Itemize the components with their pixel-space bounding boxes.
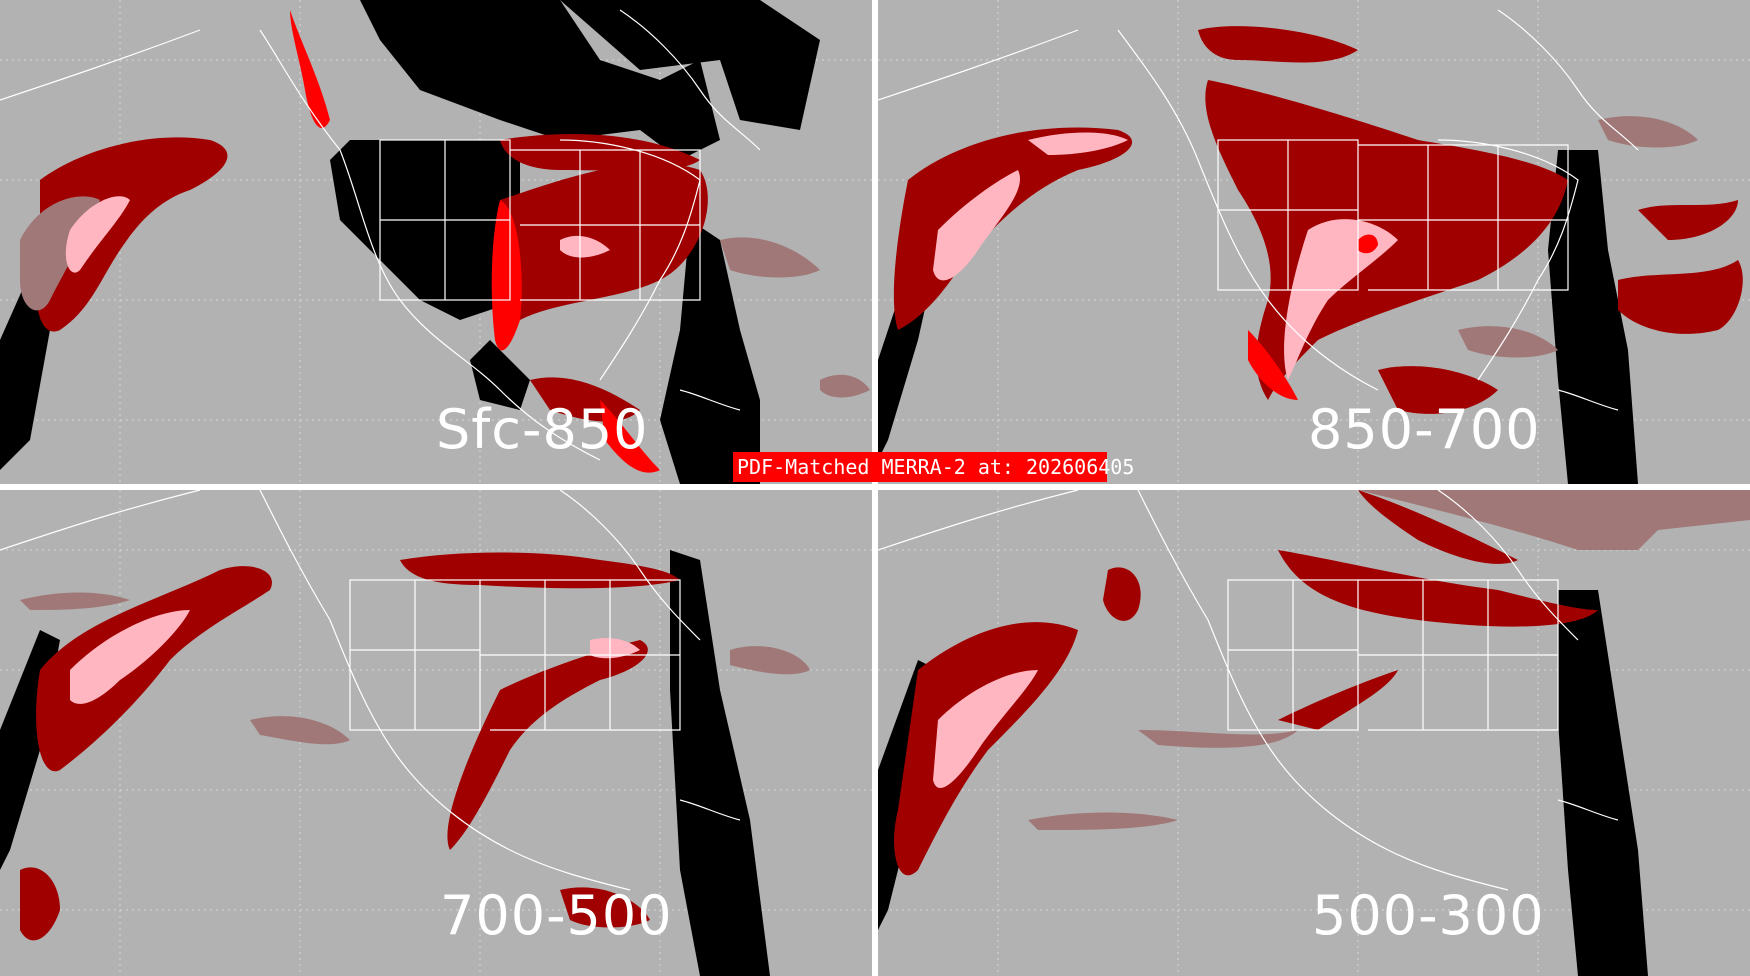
moisture-peak: [70, 610, 640, 704]
map-canvas-700-500: [0, 490, 872, 976]
layer-label-500-300: 500-300: [1312, 884, 1545, 947]
map-panel-700-500: 700-500: [0, 490, 872, 976]
map-canvas-sfc-850: [0, 0, 872, 484]
moisture-low: [1028, 490, 1750, 830]
moisture-high: [20, 552, 680, 941]
map-panel-850-700: 850-700: [878, 0, 1750, 484]
moisture-high: [894, 490, 1598, 876]
moisture-low: [20, 592, 810, 745]
coastlines: [0, 490, 741, 891]
layer-label-700-500: 700-500: [440, 884, 673, 947]
map-canvas-500-300: [878, 490, 1750, 976]
moisture-high: [36, 134, 708, 422]
moisture-max: [1248, 234, 1378, 400]
map-canvas-850-700: [878, 0, 1750, 484]
coastlines: [878, 490, 1619, 891]
coastlines: [878, 9, 1639, 411]
moisture-peak: [933, 132, 1398, 380]
moisture-peak: [65, 196, 610, 273]
coastlines: [0, 9, 761, 461]
moisture-max: [290, 10, 660, 473]
layer-label-850-700: 850-700: [1308, 398, 1541, 461]
moisture-low: [1458, 116, 1698, 358]
figure-title-banner: PDF-Matched MERRA-2 at: 202606405: [733, 452, 1134, 482]
map-panel-sfc-850: Sfc-850: [0, 0, 872, 484]
no-data-region: [0, 0, 820, 484]
layer-label-sfc-850: Sfc-850: [436, 398, 649, 461]
map-panel-500-300: 500-300: [878, 490, 1750, 976]
moisture-peak: [933, 670, 1038, 789]
